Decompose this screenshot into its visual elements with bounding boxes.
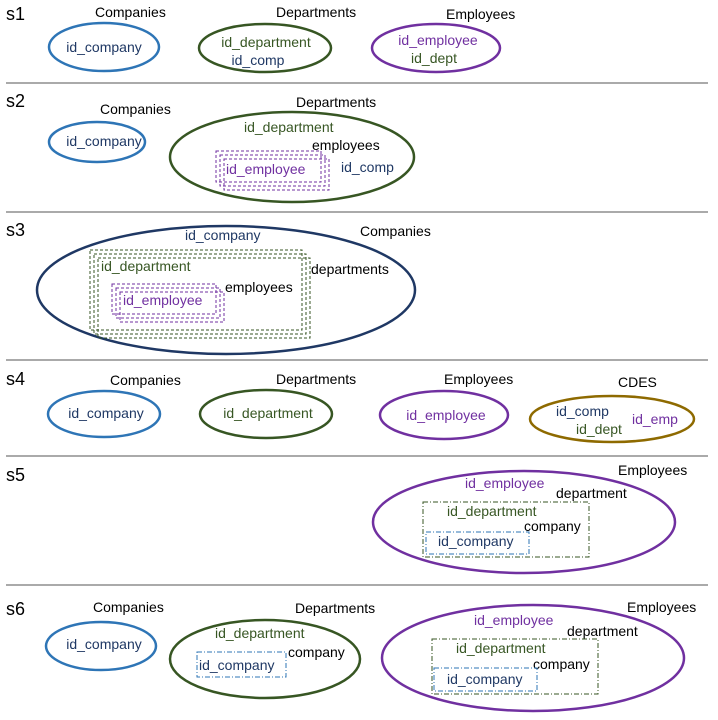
attr-id-department: id_department (244, 119, 334, 135)
employees-collection (370, 22, 502, 74)
departments-title: Departments (296, 94, 376, 110)
attr-id-department: id_department (456, 640, 546, 656)
attr-id-company: id_company (447, 671, 523, 687)
company-embedded-doc (425, 531, 530, 555)
companies-title: Companies (110, 372, 181, 388)
company-embedded-doc (196, 651, 287, 678)
array-box-3 (119, 291, 225, 323)
departments-title: Departments (276, 371, 356, 387)
attr-id-comp: id_comp (556, 403, 609, 419)
companies-title: Companies (360, 223, 431, 239)
employees-title: Employees (446, 6, 515, 22)
attr-id-department: id_department (101, 258, 191, 274)
section-s2: s2 Companies id_company Departments id_d… (6, 91, 416, 204)
attr-id-dept: id_dept (576, 421, 622, 437)
section-label: s3 (6, 220, 25, 240)
array-box-1 (111, 283, 217, 315)
company-embedded-label: company (533, 656, 590, 672)
attr-id-department: id_department (221, 34, 311, 50)
array-box-1 (89, 249, 303, 331)
departments-collection (197, 22, 333, 74)
attr-id-department: id_department (447, 503, 537, 519)
employees-embedded-label: employees (312, 137, 380, 153)
company-embedded-label: company (288, 644, 345, 660)
section-label: s1 (6, 4, 25, 24)
array-box-3 (97, 257, 311, 339)
employees-collection (378, 389, 510, 441)
attr-id-employee: id_employee (398, 32, 478, 48)
cdes-collection (528, 394, 696, 444)
attr-id-employee: id_employee (406, 407, 486, 423)
array-box-2 (93, 253, 307, 335)
attr-id-company: id_company (199, 657, 275, 673)
attr-id-company: id_company (185, 227, 261, 243)
company-embedded-label: company (524, 518, 581, 534)
section-s1: s1 Companies id_company Departments id_d… (6, 4, 515, 74)
employees-collection (380, 603, 686, 713)
array-box-1 (215, 150, 322, 183)
attr-id-comp: id_comp (341, 159, 394, 175)
employees-embedded-array (111, 283, 225, 323)
departments-embedded-label: departments (311, 261, 389, 277)
department-embedded-label: department (567, 623, 638, 639)
section-label: s5 (6, 465, 25, 485)
companies-collection (44, 620, 158, 672)
array-box-2 (115, 287, 221, 319)
section-s6: s6 Companies id_company Departments id_d… (6, 599, 696, 713)
department-embedded-label: department (556, 485, 627, 501)
attr-id-company: id_company (66, 39, 142, 55)
departments-collection (168, 110, 416, 204)
section-s3: s3 id_company Companies id_department de… (6, 220, 431, 356)
section-label: s6 (6, 599, 25, 619)
employees-embedded-label: employees (225, 279, 293, 295)
attr-id-company: id_company (438, 533, 514, 549)
department-embedded-doc (431, 638, 599, 695)
departments-collection (198, 388, 334, 440)
attr-id-company: id_company (66, 636, 142, 652)
attr-id-comp: id_comp (232, 52, 285, 68)
employees-collection (371, 469, 677, 575)
employees-title: Employees (627, 599, 696, 615)
companies-collection (47, 120, 147, 164)
employees-title: Employees (444, 371, 513, 387)
attr-id-employee: id_employee (123, 292, 203, 308)
departments-collection (168, 618, 362, 700)
companies-title: Companies (93, 599, 164, 615)
attr-id-emp: id_emp (632, 411, 678, 427)
employees-title: Employees (618, 462, 687, 478)
section-s4: s4 Companies id_company Departments id_d… (6, 369, 696, 444)
section-label: s2 (6, 91, 25, 111)
attr-id-company: id_company (68, 405, 144, 421)
array-box-2 (219, 154, 326, 187)
attr-id-employee: id_employee (474, 612, 554, 628)
department-embedded-doc (422, 501, 590, 558)
companies-collection (47, 21, 161, 73)
companies-collection (46, 389, 162, 439)
companies-collection (35, 224, 417, 356)
companies-title: Companies (100, 101, 171, 117)
departments-title: Departments (276, 4, 356, 20)
section-label: s4 (6, 369, 25, 389)
section-dividers (6, 82, 708, 586)
attr-id-dept: id_dept (411, 50, 457, 66)
companies-title: Companies (95, 4, 166, 20)
attr-id-department: id_department (223, 405, 313, 421)
attr-id-employee: id_employee (465, 475, 545, 491)
attr-id-employee: id_employee (226, 161, 306, 177)
company-embedded-doc (433, 667, 538, 692)
array-box-3 (223, 158, 330, 191)
departments-embedded-array (89, 249, 311, 339)
attr-id-company: id_company (66, 133, 142, 149)
employees-embedded-array (215, 150, 330, 191)
section-s5: s5 Employees id_employee department id_d… (6, 462, 687, 575)
attr-id-department: id_department (215, 625, 305, 641)
departments-title: Departments (295, 600, 375, 616)
cdes-title: CDES (618, 374, 657, 390)
